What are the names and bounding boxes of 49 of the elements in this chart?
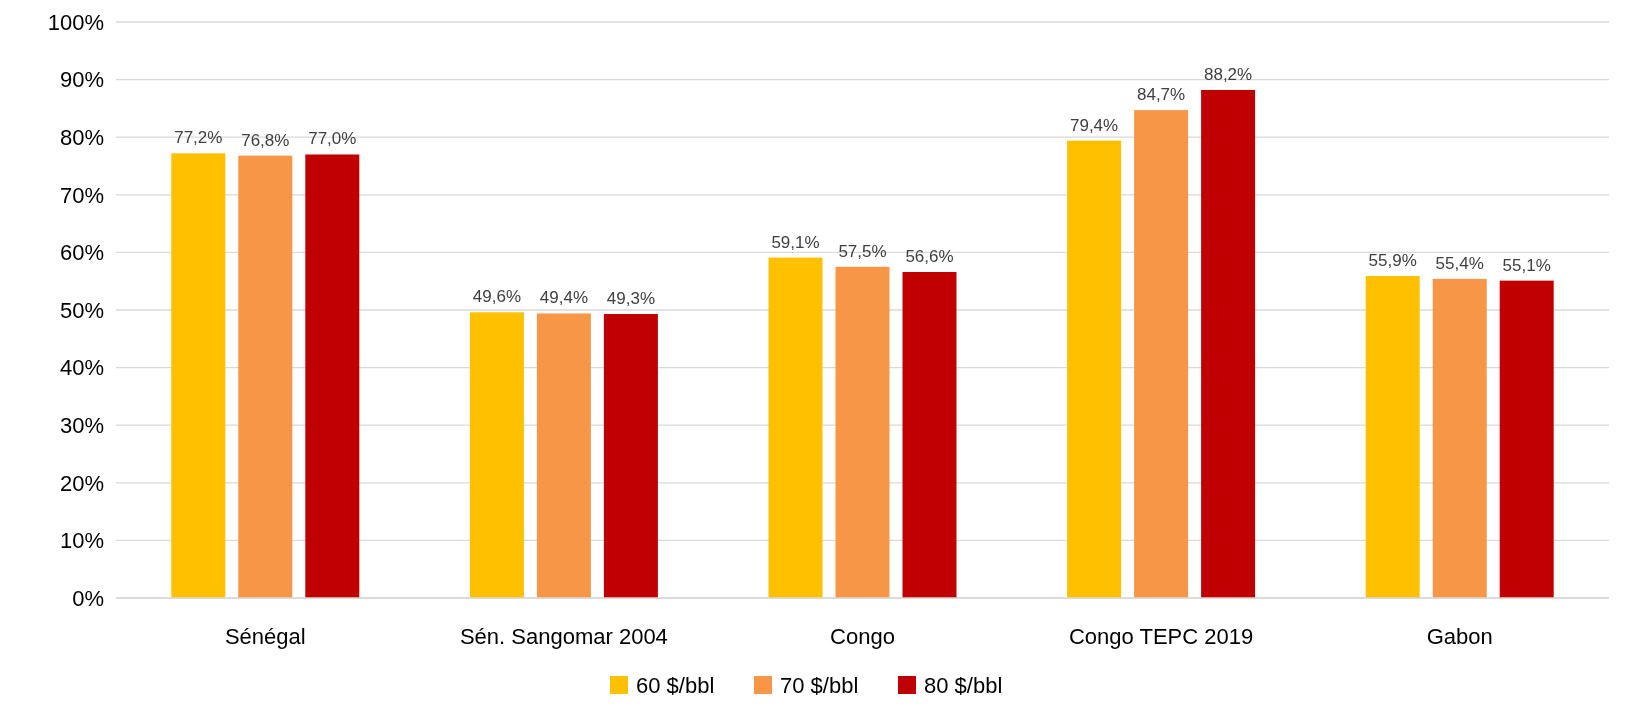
data-label: 56,6% bbox=[905, 246, 954, 266]
legend-label: 80 $/bbl bbox=[924, 672, 1003, 698]
y-tick-label: 50% bbox=[59, 297, 104, 323]
bar bbox=[768, 257, 823, 598]
x-tick-label: Sénégal bbox=[224, 624, 306, 649]
y-tick-label: 10% bbox=[59, 528, 104, 554]
y-tick-label: 0% bbox=[72, 585, 104, 611]
data-label: 76,8% bbox=[241, 130, 290, 150]
data-label: 55,1% bbox=[1502, 255, 1551, 275]
legend-label: 60 $/bbl bbox=[636, 672, 715, 698]
bar bbox=[1201, 89, 1256, 598]
bar bbox=[1067, 140, 1122, 598]
y-tick-label: 90% bbox=[59, 67, 104, 93]
y-tick-label: 80% bbox=[59, 124, 104, 150]
bar bbox=[603, 314, 658, 598]
data-label: 77,2% bbox=[174, 128, 223, 148]
y-tick-label: 100% bbox=[47, 9, 104, 35]
y-tick-label: 60% bbox=[59, 240, 104, 266]
data-label: 79,4% bbox=[1070, 115, 1119, 135]
data-label: 49,6% bbox=[472, 287, 521, 307]
y-tick-label: 30% bbox=[59, 412, 104, 438]
data-label: 77,0% bbox=[308, 129, 357, 149]
data-label: 49,3% bbox=[606, 289, 655, 309]
data-label: 55,9% bbox=[1368, 251, 1417, 271]
data-label: 59,1% bbox=[771, 232, 820, 252]
bar bbox=[171, 153, 226, 598]
data-label: 55,4% bbox=[1435, 253, 1484, 273]
bar bbox=[536, 313, 591, 598]
bar bbox=[902, 271, 957, 598]
bar bbox=[1432, 278, 1487, 598]
x-tick-label: Congo bbox=[830, 624, 895, 649]
y-tick-label: 20% bbox=[59, 470, 104, 496]
data-label: 57,5% bbox=[838, 241, 887, 261]
bar bbox=[305, 154, 360, 598]
y-tick-label: 40% bbox=[59, 355, 104, 381]
legend-label: 70 $/bbl bbox=[780, 672, 859, 698]
x-tick-label: Sén. Sangomar 2004 bbox=[459, 624, 668, 649]
x-tick-label: Gabon bbox=[1426, 624, 1493, 649]
bar bbox=[1499, 280, 1554, 598]
bar bbox=[1134, 110, 1189, 598]
x-tick-label: Congo TEPC 2019 bbox=[1068, 624, 1254, 649]
y-tick-label: 70% bbox=[59, 182, 104, 208]
bar bbox=[835, 266, 890, 598]
bar bbox=[469, 312, 524, 598]
data-label: 49,4% bbox=[539, 288, 588, 308]
data-label: 88,2% bbox=[1204, 64, 1253, 84]
bar bbox=[238, 155, 293, 598]
data-label: 84,7% bbox=[1137, 85, 1186, 105]
bar bbox=[1365, 276, 1420, 598]
